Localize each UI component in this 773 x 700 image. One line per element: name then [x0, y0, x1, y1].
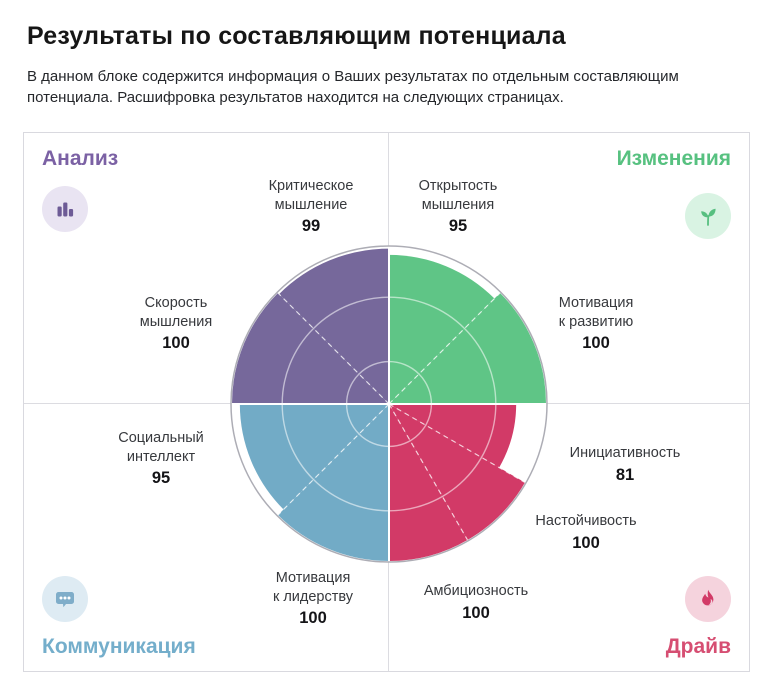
- chart-sector-3: [389, 292, 546, 404]
- metric-growth-motivation: Мотивация к развитию 100: [559, 294, 634, 354]
- metric-name: Инициативность: [569, 445, 681, 461]
- metric-initiative: Инициативность 81: [570, 444, 681, 486]
- chart-sector-4: [239, 404, 389, 510]
- chart-grid-ring: [345, 360, 433, 448]
- metric-name: Мотивация: [558, 295, 634, 311]
- metric-leadership-motivation: Мотивация к лидерству 100: [273, 569, 353, 629]
- metric-name: Критическое: [268, 178, 354, 194]
- chart-sector-6: [389, 404, 468, 561]
- metric-ambition: Амбициозность 100: [424, 582, 528, 624]
- metric-name: Социальный: [118, 430, 204, 446]
- metric-name: мышления: [139, 313, 213, 330]
- quadrant-title: Анализ: [42, 147, 119, 170]
- metric-thinking-speed: Скорость мышления 100: [140, 294, 213, 354]
- page-subtitle: В данном блоке содержится информация о В…: [27, 68, 679, 107]
- page-title: Результаты по составляющим потенциала: [27, 22, 566, 50]
- flame-icon: [685, 576, 731, 622]
- chat-bubble-icon: [42, 576, 88, 622]
- chart-grid-ring: [281, 296, 497, 512]
- metric-value: 95: [448, 217, 468, 236]
- metric-name: мышление: [274, 196, 348, 213]
- chart-outer-ring: [230, 245, 548, 563]
- metric-value: 81: [615, 465, 635, 484]
- metric-social-intelligence: Социальный интеллект 95: [118, 429, 204, 489]
- metric-open-mindedness: Открытость мышления 95: [419, 177, 498, 237]
- chart-sector-7: [389, 404, 525, 540]
- chart-sector-divider: [277, 403, 390, 516]
- chart-sector-2: [389, 254, 495, 404]
- metric-name: Амбициозность: [423, 583, 529, 599]
- chart-sector-divider: [277, 292, 390, 405]
- chart-sector-0: [279, 248, 389, 404]
- chart-sector-divider: [388, 403, 526, 484]
- metric-value: 100: [299, 609, 327, 628]
- metric-value: 95: [151, 469, 171, 488]
- quadrant-header-drive: Драйв: [666, 576, 731, 659]
- metric-name: к развитию: [558, 313, 634, 330]
- quadrant-title: Драйв: [665, 635, 731, 658]
- quadrant-header-communication: Коммуникация: [42, 576, 196, 659]
- metric-name: интеллект: [126, 448, 196, 465]
- metric-name: Скорость: [144, 295, 208, 311]
- potential-quadrant-panel: Анализ Изменения: [23, 132, 750, 672]
- bar-chart-icon: [42, 186, 88, 232]
- quadrant-header-analysis: Анализ: [42, 147, 118, 232]
- potential-polar-chart: [230, 245, 548, 563]
- quadrant-title: Изменения: [616, 147, 731, 170]
- metric-value: 100: [162, 334, 190, 353]
- metric-name: Настойчивость: [535, 513, 637, 529]
- metric-critical-thinking: Критическое мышление 99: [269, 177, 354, 237]
- metric-name: к лидерству: [272, 588, 354, 605]
- chart-sector-5: [277, 404, 389, 561]
- metric-name: мышления: [421, 196, 495, 213]
- chart-sector-divider: [388, 292, 501, 405]
- metric-value: 100: [462, 603, 490, 622]
- quadrant-header-changes: Изменения: [617, 147, 731, 239]
- chart-sector-1: [232, 292, 389, 404]
- metric-persistence: Настойчивость 100: [535, 512, 636, 554]
- chart-sector-divider: [388, 403, 469, 541]
- metric-value: 100: [572, 533, 600, 552]
- potential-polar-chart-wrap: [223, 238, 555, 570]
- metric-value: 99: [301, 217, 321, 236]
- metric-name: Мотивация: [275, 570, 351, 586]
- metric-name: Открытость: [418, 178, 498, 194]
- sprout-icon: [685, 193, 731, 239]
- metric-value: 100: [582, 334, 610, 353]
- quadrant-title: Коммуникация: [42, 635, 196, 658]
